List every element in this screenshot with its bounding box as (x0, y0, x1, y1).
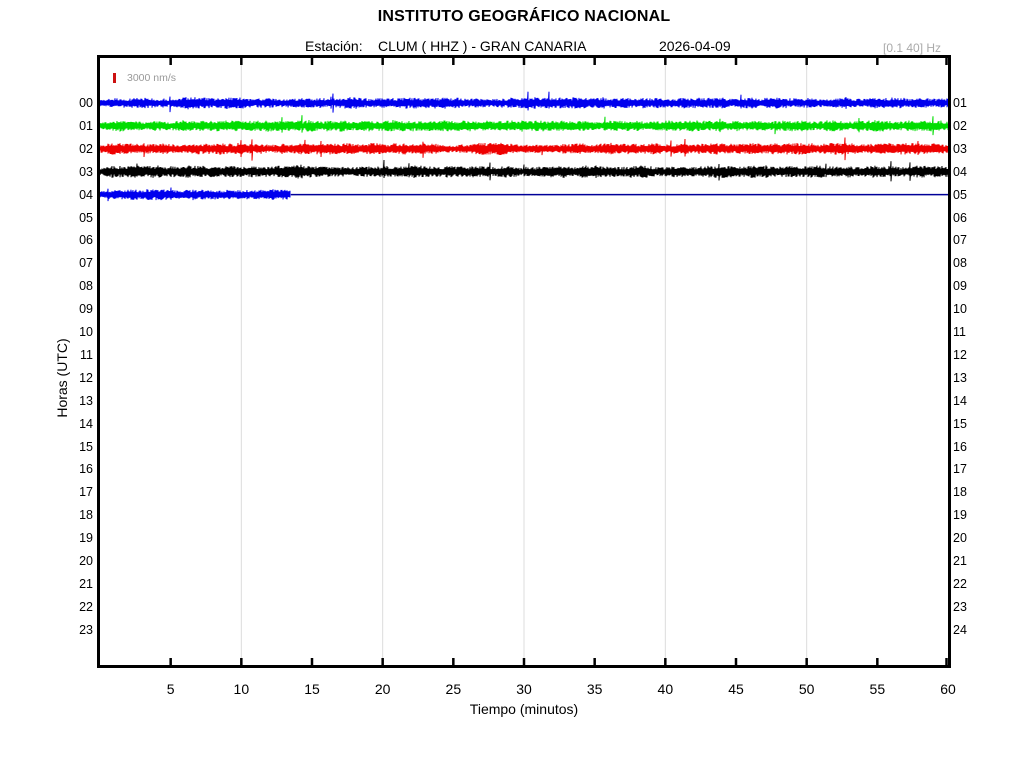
page-title: INSTITUTO GEOGRÁFICO NACIONAL (377, 8, 671, 25)
right-hour-label-12: 12 (953, 347, 967, 362)
right-hour-label-18: 18 (953, 485, 967, 500)
x-tick-label-5: 5 (166, 681, 175, 697)
left-hour-label-16: 16 (79, 462, 93, 477)
plot-frame (97, 55, 951, 668)
right-hour-label-24: 24 (953, 622, 967, 637)
right-hour-label-09: 09 (953, 279, 967, 294)
x-tick-label-35: 35 (586, 681, 603, 697)
right-hour-label-23: 23 (953, 599, 967, 614)
right-hour-label-21: 21 (953, 554, 967, 568)
right-hour-label-03: 03 (953, 141, 967, 156)
right-hour-label-06: 06 (953, 210, 967, 225)
seismogram-plot (100, 58, 948, 665)
x-tick-labels: 5 10 15 20 25 30 35 40 45 50 55 60 (100, 681, 956, 699)
left-hour-axis: 00 01 02 03 04 05 06 07 08 09 10 11 12 13 14 15 16 17 18 19… (0, 58, 93, 665)
left-hour-label-10: 10 (79, 325, 93, 339)
right-hour-label-19: 19 (953, 508, 967, 523)
x-tick-label-15: 15 (304, 681, 320, 697)
right-hour-label-22: 22 (953, 576, 967, 591)
left-hour-label-17: 17 (79, 485, 93, 500)
x-tick-label-40: 40 (657, 681, 674, 697)
left-hour-label-11: 11 (80, 347, 93, 362)
right-hour-label-08: 08 (953, 256, 967, 271)
left-hour-label-19: 19 (79, 531, 93, 546)
x-axis-label: Tiempo (minutos) (469, 701, 579, 717)
right-hour-label-01: 01 (953, 96, 967, 110)
left-hour-label-14: 14 (79, 416, 93, 431)
left-hour-label-23: 23 (79, 622, 93, 637)
trace-row-02 (100, 137, 948, 161)
left-hour-label-15: 15 (79, 439, 93, 454)
trace-row-03 (100, 159, 948, 182)
right-hour-label-13: 13 (953, 370, 967, 385)
filter-band-label: [0.1 40] Hz (883, 41, 942, 55)
right-hour-label-16: 16 (953, 439, 967, 454)
left-hour-label-12: 12 (79, 370, 93, 385)
right-hour-label-02: 02 (953, 118, 967, 133)
left-hour-label-01: 01 (79, 118, 93, 133)
right-hour-label-10: 10 (953, 302, 967, 317)
amplitude-scale-bar-icon (113, 73, 116, 83)
left-hour-label-21: 21 (79, 576, 93, 591)
left-hour-label-07: 07 (79, 256, 93, 271)
right-hour-label-07: 07 (953, 233, 967, 248)
x-tick-label-25: 25 (445, 681, 462, 697)
y-axis-label: Horas (UTC) (54, 338, 70, 418)
left-hour-label-04: 04 (79, 187, 93, 202)
right-hour-axis: 01 02 03 04 05 06 07 08 09 10 11 12 13 14 15 16 17 18 19 20… (953, 58, 1013, 665)
left-hour-label-20: 20 (79, 554, 93, 568)
left-hour-label-08: 08 (79, 279, 93, 294)
left-hour-label-22: 22 (79, 599, 93, 614)
left-hour-label-09: 09 (79, 302, 93, 317)
station-label: Estación: (305, 38, 363, 54)
right-hour-label-20: 20 (953, 531, 967, 546)
x-tick-label-55: 55 (869, 681, 886, 697)
x-tick-label-60: 60 (940, 681, 956, 697)
left-hour-label-00: 00 (79, 96, 93, 110)
right-hour-label-04: 04 (953, 164, 967, 179)
left-hour-label-06: 06 (79, 233, 93, 248)
station-value: CLUM ( HHZ ) - GRAN CANARIA (378, 38, 587, 54)
right-hour-label-11: 11 (953, 325, 966, 339)
trace-row-01 (100, 115, 948, 136)
left-hour-label-02: 02 (79, 141, 93, 156)
x-tick-label-30: 30 (516, 681, 532, 697)
x-tick-label-50: 50 (798, 681, 815, 697)
x-tick-label-45: 45 (728, 681, 744, 697)
left-hour-label-03: 03 (79, 164, 93, 179)
right-hour-label-05: 05 (953, 187, 967, 202)
right-hour-label-14: 14 (953, 393, 967, 408)
x-tick-label-10: 10 (233, 681, 250, 697)
trace-row-04 (100, 187, 291, 202)
right-hour-label-15: 15 (953, 416, 967, 431)
left-hour-label-13: 13 (79, 393, 93, 408)
right-hour-label-17: 17 (953, 462, 967, 477)
record-date: 2026-04-09 (659, 38, 731, 54)
left-hour-label-05: 05 (79, 210, 93, 225)
x-tick-label-20: 20 (374, 681, 391, 697)
left-hour-label-18: 18 (79, 508, 93, 523)
trace-row-00 (100, 91, 948, 113)
amplitude-scale-label: 3000 nm/s (127, 72, 177, 84)
